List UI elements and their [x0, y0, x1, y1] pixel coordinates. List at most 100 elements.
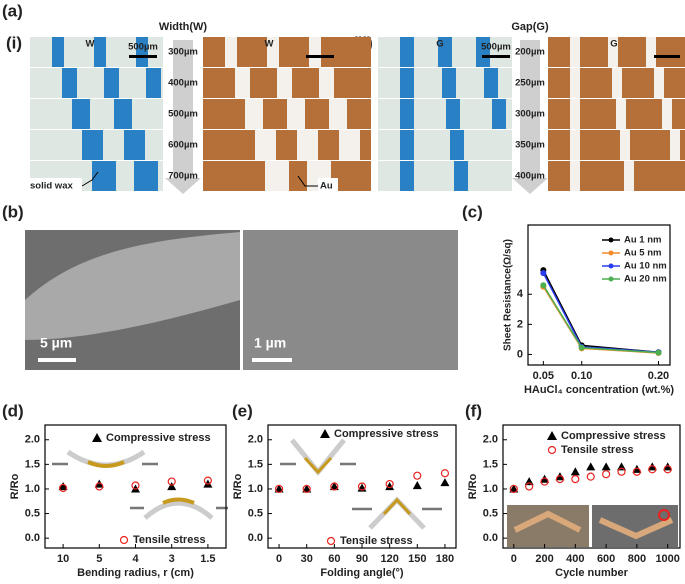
callout: solid wax — [30, 181, 73, 192]
photo-row — [30, 68, 163, 98]
y-tick-label: 0.5 — [483, 507, 498, 519]
y-tick-label: 0.5 — [248, 507, 263, 519]
label-bg — [28, 178, 82, 192]
x-tick-label: 1000 — [655, 553, 679, 565]
plot-frame — [527, 224, 671, 366]
marker — [95, 482, 104, 491]
scale-label: 500µm — [481, 42, 511, 53]
scale-bar — [38, 358, 76, 362]
marker — [330, 482, 339, 491]
marker — [540, 270, 547, 277]
x-axis-label: HAuCl₄ concentration (wt.%) — [524, 384, 674, 396]
stripe — [52, 37, 64, 67]
line — [542, 286, 659, 354]
stripe — [570, 161, 580, 191]
marker — [167, 482, 177, 491]
legend-marker — [320, 429, 330, 438]
stripe — [450, 130, 464, 160]
stripe — [400, 130, 414, 160]
x-tick-label: 90 — [356, 553, 368, 565]
x-tick-label: 30 — [301, 553, 313, 565]
column-title: Gap(G) — [511, 21, 549, 33]
stripe — [92, 161, 116, 191]
width-value: 400µm — [168, 78, 198, 89]
legend-marker — [92, 433, 102, 442]
inset-e — [280, 438, 442, 530]
x-tick-label: 0 — [276, 553, 282, 565]
scale-bar — [306, 55, 334, 58]
line — [542, 284, 659, 354]
width-value: 600µm — [168, 140, 198, 151]
y-tick-label: 0 — [517, 348, 523, 360]
x-tick-label: 0 — [511, 553, 517, 565]
photo-row — [378, 161, 512, 191]
y-tick-label: 1.5 — [483, 458, 498, 470]
y-tick-label: 1.0 — [483, 483, 498, 495]
stripe — [134, 161, 158, 191]
photo-row — [548, 130, 685, 160]
stripe — [646, 37, 656, 67]
stripe — [94, 37, 106, 67]
marker — [602, 470, 611, 479]
marker — [648, 465, 657, 474]
stripe — [267, 37, 279, 67]
marker — [555, 475, 565, 484]
stripe — [277, 68, 292, 98]
gap-value: 400µm — [515, 171, 545, 182]
y-axis-label: Sheet Resistance(Ω/sq) — [503, 239, 514, 351]
scale-bar — [252, 358, 292, 362]
stripe — [265, 161, 289, 191]
stripe — [400, 161, 414, 191]
stripe — [136, 37, 148, 67]
x-tick-label: 600 — [597, 553, 615, 565]
w-label: W — [265, 39, 274, 50]
legend-label: Au 1 nm — [624, 235, 661, 246]
marker — [525, 482, 534, 491]
x-tick-label: 0.20 — [648, 370, 669, 382]
y-tick-label: 1.0 — [248, 483, 263, 495]
legend-label: Au 5 nm — [624, 248, 661, 259]
marker — [302, 484, 312, 493]
stripe — [446, 99, 460, 129]
y-tick-label: 0.5 — [25, 507, 40, 519]
marker — [302, 484, 311, 494]
marker — [570, 467, 580, 476]
stripe — [400, 99, 414, 129]
callout-line — [297, 175, 318, 187]
gap-value: 200µm — [515, 47, 545, 58]
sub-label: (i) — [6, 33, 22, 52]
stripe — [309, 37, 321, 67]
legend-label: Tensile stress — [340, 535, 413, 547]
stripe — [146, 68, 161, 98]
width-value: 700µm — [168, 171, 198, 182]
legend-label: Tensile stress — [133, 534, 206, 546]
stripe — [329, 99, 347, 129]
marker — [440, 469, 450, 478]
photo-row — [378, 130, 512, 160]
stripe — [608, 37, 618, 67]
gray-arrow — [512, 40, 548, 194]
x-axis-label: Bending radius, r (cm) — [77, 567, 194, 579]
legend-marker — [608, 237, 614, 243]
x-tick-label: 4 — [132, 553, 139, 565]
marker — [412, 481, 422, 490]
x-tick-label: 400 — [566, 553, 584, 565]
x-tick-label: 5 — [96, 553, 102, 565]
stripe — [124, 130, 145, 160]
marker — [274, 484, 284, 494]
y-axis-label: R/Ro — [467, 473, 479, 499]
marker — [586, 462, 596, 471]
marker — [663, 465, 672, 474]
stripe — [319, 68, 334, 98]
marker — [632, 467, 642, 476]
panel-label: (b) — [2, 202, 24, 221]
gray-arrow — [165, 40, 201, 194]
marker — [385, 482, 395, 491]
legend-marker — [119, 535, 129, 545]
y-tick-label: 0.0 — [25, 532, 40, 544]
legend-marker — [547, 445, 557, 455]
marker — [509, 484, 518, 494]
stripe — [620, 130, 630, 160]
scale-label: 1 µm — [254, 335, 286, 351]
